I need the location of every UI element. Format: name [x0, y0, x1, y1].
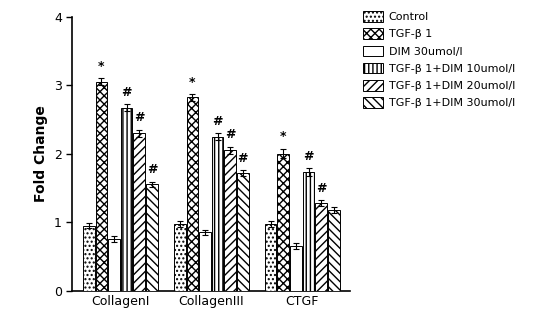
Bar [108, 239, 120, 291]
Text: *: * [280, 130, 286, 143]
Text: #: # [316, 182, 326, 195]
Bar [237, 173, 249, 291]
Text: #: # [134, 111, 145, 124]
Text: #: # [121, 86, 132, 99]
Bar [225, 150, 236, 291]
Text: #: # [304, 150, 314, 163]
Bar [199, 232, 211, 291]
Y-axis label: Fold Change: Fold Change [34, 105, 48, 202]
Bar [277, 154, 289, 291]
Bar [133, 133, 145, 291]
Bar [174, 224, 186, 291]
Bar [146, 184, 158, 291]
Legend: Control, TGF-β 1, DIM 30umol/l, TGF-β 1+DIM 10umol/l, TGF-β 1+DIM 20umol/l, TGF-: Control, TGF-β 1, DIM 30umol/l, TGF-β 1+… [359, 7, 519, 113]
Bar [186, 98, 198, 291]
Text: *: * [98, 60, 105, 73]
Text: #: # [225, 128, 236, 141]
Bar [265, 224, 276, 291]
Bar [96, 82, 107, 291]
Bar [315, 203, 327, 291]
Text: #: # [147, 163, 157, 176]
Bar [212, 137, 224, 291]
Text: *: * [189, 75, 196, 89]
Bar [303, 172, 314, 291]
Text: #: # [237, 152, 248, 165]
Bar [328, 210, 340, 291]
Text: #: # [212, 115, 223, 128]
Bar [83, 225, 95, 291]
Bar [290, 246, 302, 291]
Bar [121, 108, 132, 291]
